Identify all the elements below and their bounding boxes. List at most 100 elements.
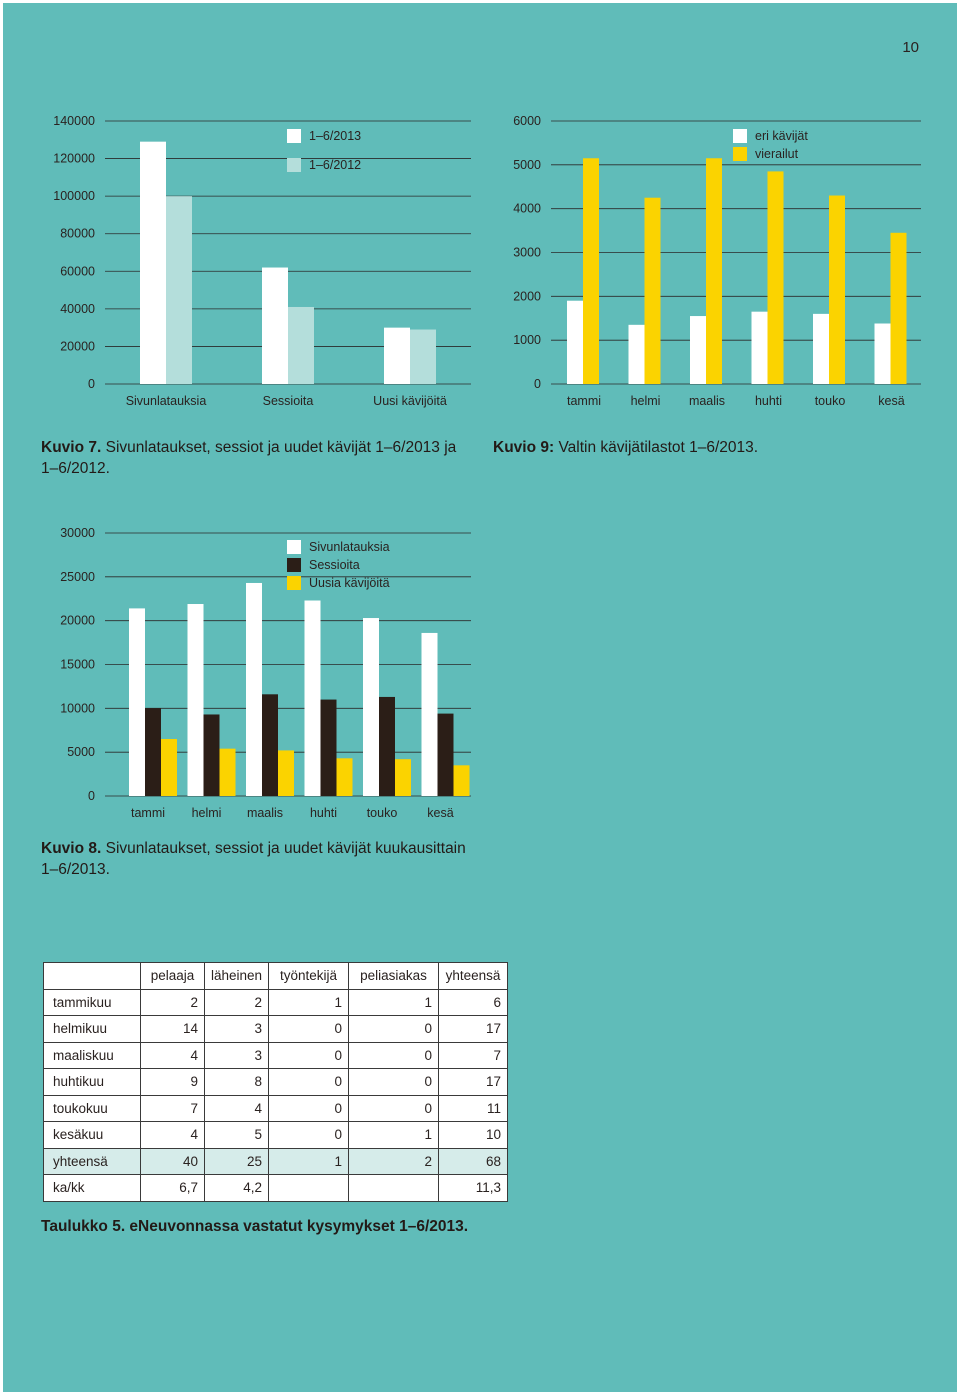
bar <box>203 714 220 796</box>
chart-kuvio-9: 0 1000 2000 3000 4000 5000 6000 tammi helmi maali… <box>513 114 921 408</box>
bar <box>706 158 722 384</box>
caption-kuvio-9: Kuvio 9: Valtin kävijätilastot 1–6/2013. <box>493 437 933 458</box>
caption-kuvio-8: Kuvio 8. Sivunlataukset, sessiot ja uude… <box>41 838 481 880</box>
x-tick-label: Sessioita <box>263 394 314 408</box>
y-tick-label: 40000 <box>60 302 95 316</box>
bar <box>187 604 204 796</box>
table-cell: 0 <box>348 1094 439 1122</box>
legend-swatch <box>287 158 301 172</box>
table-cell: 0 <box>348 1015 439 1043</box>
legend-label: Uusia kävijöitä <box>309 576 390 590</box>
table-cell: 0 <box>348 1041 439 1069</box>
table-cell: 4,2 <box>204 1174 269 1202</box>
table-header-cell <box>43 962 141 990</box>
table-5: pelaaja läheinen työntekijä peliasiakas … <box>43 962 508 1202</box>
table-row-label: ka/kk <box>43 1174 141 1202</box>
table-cell: 1 <box>268 1147 349 1175</box>
bar <box>690 316 706 384</box>
x-tick-label: touko <box>815 394 846 408</box>
x-tick-label: huhti <box>310 806 337 820</box>
bar <box>410 329 436 384</box>
table-header-cell: peliasiakas <box>348 962 439 990</box>
y-tick-label: 20000 <box>60 614 95 628</box>
x-tick-label: kesä <box>878 394 904 408</box>
table-cell: 0 <box>268 1015 349 1043</box>
y-tick-label: 5000 <box>513 158 541 172</box>
x-tick-label: Sivunlatauksia <box>126 394 207 408</box>
bar <box>628 324 645 384</box>
bar <box>145 708 161 796</box>
table-cell: 68 <box>438 1147 508 1175</box>
y-tick-label: 20000 <box>60 339 95 353</box>
legend-swatch <box>287 540 301 554</box>
caption-kuvio-7-text: Sivunlataukset, sessiot ja uudet kävijät… <box>41 439 457 477</box>
table-row-label: toukokuu <box>43 1094 141 1122</box>
table-row: toukokuu 7 4 0 0 11 <box>43 1094 508 1122</box>
table-cell: 0 <box>268 1041 349 1069</box>
bar <box>395 759 411 796</box>
bar <box>583 158 599 384</box>
page: 10 0 20000 40000 60000 80000 100000 120000 1400… <box>3 3 957 1392</box>
bar <box>246 582 262 796</box>
table-cell: 0 <box>268 1094 349 1122</box>
y-tick-label: 0 <box>534 377 541 391</box>
y-tick-label: 0 <box>88 377 95 391</box>
table-cell: 7 <box>140 1094 205 1122</box>
bar <box>278 750 294 796</box>
x-tick-label: tammi <box>131 806 165 820</box>
legend-label: eri kävijät <box>755 129 808 143</box>
table-header-cell: työntekijä <box>268 962 349 990</box>
y-tick-label: 3000 <box>513 246 541 260</box>
table-cell: 0 <box>268 1121 349 1149</box>
table-cell <box>268 1174 349 1202</box>
y-tick-label: 80000 <box>60 227 95 241</box>
table-cell: 1 <box>348 1121 439 1149</box>
bar <box>437 713 454 796</box>
bar <box>304 600 321 796</box>
bar <box>421 632 438 796</box>
table-cell: 2 <box>348 1147 439 1175</box>
table-row: helmikuu 14 3 0 0 17 <box>43 1015 508 1043</box>
y-tick-label: 4000 <box>513 202 541 216</box>
table-cell: 2 <box>204 988 269 1016</box>
table-cell: 9 <box>140 1068 205 1096</box>
bar <box>767 171 784 384</box>
table-cell: 3 <box>204 1041 269 1069</box>
y-tick-label: 120000 <box>53 152 95 166</box>
table-cell: 3 <box>204 1015 269 1043</box>
legend-swatch <box>287 576 301 590</box>
chart-kuvio-8: 0 5000 10000 15000 20000 25000 30000 tammi helmi… <box>60 526 471 820</box>
bar <box>829 195 845 384</box>
bar <box>262 694 278 796</box>
table-cell: 6 <box>438 988 508 1016</box>
x-tick-label: maalis <box>689 394 725 408</box>
legend-swatch <box>733 129 747 143</box>
legend-swatch <box>733 147 747 161</box>
table-cell: 14 <box>140 1015 205 1043</box>
y-tick-label: 0 <box>88 789 95 803</box>
y-tick-label: 5000 <box>67 745 95 759</box>
bar <box>379 696 395 796</box>
bar <box>161 739 177 796</box>
table-row: huhtikuu 9 8 0 0 17 <box>43 1068 508 1096</box>
table-cell: 4 <box>140 1121 205 1149</box>
table-row: maaliskuu 4 3 0 0 7 <box>43 1041 508 1069</box>
bar <box>567 300 583 384</box>
y-tick-label: 25000 <box>60 570 95 584</box>
table-header-cell: läheinen <box>204 962 269 990</box>
table-cell: 40 <box>140 1147 205 1175</box>
bar <box>129 608 145 796</box>
table-row-label: huhtikuu <box>43 1068 141 1096</box>
table-cell: 7 <box>438 1041 508 1069</box>
legend-swatch <box>287 129 301 143</box>
caption-kuvio-7-label: Kuvio 7. <box>41 439 102 456</box>
legend-label: 1–6/2013 <box>309 129 361 143</box>
bar <box>140 141 166 384</box>
table-cell: 17 <box>438 1015 508 1043</box>
table-cell <box>348 1174 439 1202</box>
x-tick-label: maalis <box>247 806 283 820</box>
table-row: kesäkuu 4 5 0 1 10 <box>43 1121 508 1149</box>
table-cell: 4 <box>204 1094 269 1122</box>
table-header-row: pelaaja läheinen työntekijä peliasiakas … <box>43 962 508 990</box>
table-cell: 2 <box>140 988 205 1016</box>
